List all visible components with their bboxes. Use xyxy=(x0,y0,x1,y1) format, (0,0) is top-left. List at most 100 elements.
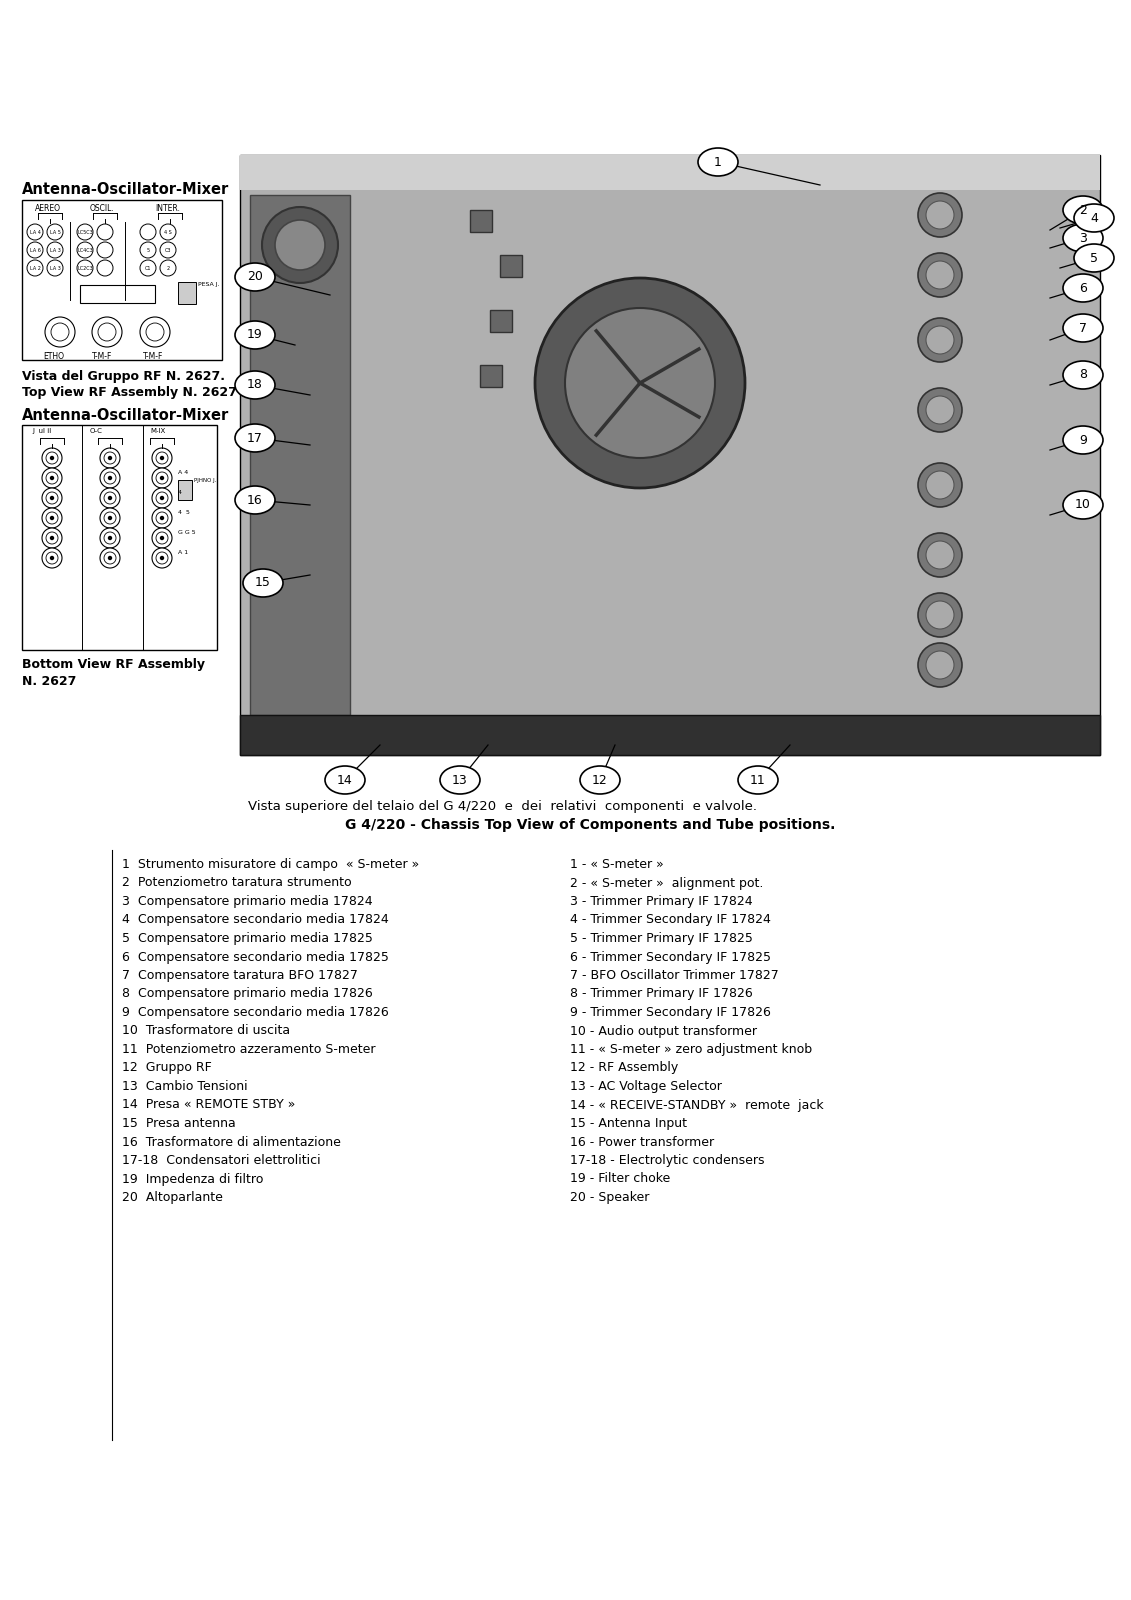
Circle shape xyxy=(77,242,93,258)
Circle shape xyxy=(152,509,172,528)
Circle shape xyxy=(926,261,955,290)
Text: N. 2627: N. 2627 xyxy=(21,675,77,688)
Text: LA 3: LA 3 xyxy=(50,266,60,270)
Circle shape xyxy=(152,448,172,467)
Ellipse shape xyxy=(235,371,275,398)
Circle shape xyxy=(42,509,62,528)
Circle shape xyxy=(48,242,63,258)
Text: C1: C1 xyxy=(145,266,152,270)
Circle shape xyxy=(109,477,112,480)
Circle shape xyxy=(926,326,955,354)
Circle shape xyxy=(152,488,172,509)
Circle shape xyxy=(161,456,164,459)
Ellipse shape xyxy=(1074,203,1114,232)
Circle shape xyxy=(156,512,169,525)
Text: LA 6: LA 6 xyxy=(29,248,41,253)
Circle shape xyxy=(161,517,164,520)
Text: 18: 18 xyxy=(247,379,262,392)
Circle shape xyxy=(77,259,93,275)
Text: 4 S: 4 S xyxy=(164,229,172,235)
Circle shape xyxy=(156,552,169,565)
Text: 16 - Power transformer: 16 - Power transformer xyxy=(570,1136,714,1149)
Bar xyxy=(250,195,349,715)
Circle shape xyxy=(51,323,69,341)
Circle shape xyxy=(97,259,113,275)
Ellipse shape xyxy=(1063,314,1103,342)
Text: T-M-F: T-M-F xyxy=(143,352,163,362)
Text: Antenna-Oscillator-Mixer: Antenna-Oscillator-Mixer xyxy=(21,408,230,422)
Circle shape xyxy=(926,541,955,570)
Text: 15  Presa antenna: 15 Presa antenna xyxy=(122,1117,235,1130)
Ellipse shape xyxy=(243,570,283,597)
Text: J  ul il: J ul il xyxy=(32,427,51,434)
Ellipse shape xyxy=(235,424,275,451)
Circle shape xyxy=(100,448,120,467)
Circle shape xyxy=(918,194,962,237)
Bar xyxy=(21,200,222,360)
Circle shape xyxy=(46,512,58,525)
Ellipse shape xyxy=(1063,224,1103,251)
Circle shape xyxy=(100,488,120,509)
Circle shape xyxy=(109,496,112,499)
Text: 16: 16 xyxy=(248,493,262,507)
Text: Antenna-Oscillator-Mixer: Antenna-Oscillator-Mixer xyxy=(21,182,230,197)
Text: 14 - « RECEIVE-STANDBY »  remote  jack: 14 - « RECEIVE-STANDBY » remote jack xyxy=(570,1099,823,1112)
Text: 7 - BFO Oscillator Trimmer 17827: 7 - BFO Oscillator Trimmer 17827 xyxy=(570,970,779,982)
Circle shape xyxy=(159,242,176,258)
Circle shape xyxy=(46,552,58,565)
Text: 19  Impedenza di filtro: 19 Impedenza di filtro xyxy=(122,1173,264,1186)
Text: Top View RF Assembly N. 2627: Top View RF Assembly N. 2627 xyxy=(21,386,236,398)
Text: A 4: A 4 xyxy=(178,469,188,475)
Circle shape xyxy=(918,253,962,298)
Text: 20  Altoparlante: 20 Altoparlante xyxy=(122,1190,223,1203)
Text: 6 - Trimmer Secondary IF 17825: 6 - Trimmer Secondary IF 17825 xyxy=(570,950,771,963)
Circle shape xyxy=(97,224,113,240)
Circle shape xyxy=(51,456,53,459)
Circle shape xyxy=(275,219,325,270)
Text: LA 3: LA 3 xyxy=(50,248,60,253)
Text: LC4C3: LC4C3 xyxy=(77,248,93,253)
Circle shape xyxy=(46,451,58,464)
Ellipse shape xyxy=(235,262,275,291)
Circle shape xyxy=(161,536,164,539)
Circle shape xyxy=(535,278,745,488)
Text: 3  Compensatore primario media 17824: 3 Compensatore primario media 17824 xyxy=(122,894,372,909)
Text: 13 - AC Voltage Selector: 13 - AC Voltage Selector xyxy=(570,1080,722,1093)
Text: 16  Trasformatore di alimentazione: 16 Trasformatore di alimentazione xyxy=(122,1136,340,1149)
Text: 12 - RF Assembly: 12 - RF Assembly xyxy=(570,1061,679,1075)
Circle shape xyxy=(104,451,116,464)
Text: 8 - Trimmer Primary IF 17826: 8 - Trimmer Primary IF 17826 xyxy=(570,987,753,1000)
Circle shape xyxy=(109,557,112,560)
Circle shape xyxy=(48,224,63,240)
Circle shape xyxy=(152,547,172,568)
Circle shape xyxy=(42,547,62,568)
Text: 4  Compensatore secondario media 17824: 4 Compensatore secondario media 17824 xyxy=(122,914,389,926)
Ellipse shape xyxy=(1063,195,1103,224)
Text: LC2C3: LC2C3 xyxy=(77,266,93,270)
Circle shape xyxy=(161,557,164,560)
Text: 13  Cambio Tensioni: 13 Cambio Tensioni xyxy=(122,1080,248,1093)
Text: T-M-F: T-M-F xyxy=(92,352,112,362)
Circle shape xyxy=(104,472,116,483)
Text: INTER.: INTER. xyxy=(155,203,180,213)
Circle shape xyxy=(48,259,63,275)
Circle shape xyxy=(140,259,156,275)
Text: 17-18 - Electrolytic condensers: 17-18 - Electrolytic condensers xyxy=(570,1154,765,1166)
Text: 5 - Trimmer Primary IF 17825: 5 - Trimmer Primary IF 17825 xyxy=(570,931,753,946)
Circle shape xyxy=(918,318,962,362)
Bar xyxy=(21,426,217,650)
Ellipse shape xyxy=(1063,491,1103,518)
Circle shape xyxy=(77,224,93,240)
Circle shape xyxy=(918,643,962,686)
Circle shape xyxy=(42,467,62,488)
Circle shape xyxy=(262,206,338,283)
Text: G G 5: G G 5 xyxy=(178,530,196,534)
Circle shape xyxy=(45,317,75,347)
Text: O-C: O-C xyxy=(90,427,103,434)
Circle shape xyxy=(42,488,62,509)
Text: LA 2: LA 2 xyxy=(29,266,41,270)
Ellipse shape xyxy=(235,486,275,514)
Text: OSCIL.: OSCIL. xyxy=(90,203,114,213)
Circle shape xyxy=(156,531,169,544)
Circle shape xyxy=(46,531,58,544)
